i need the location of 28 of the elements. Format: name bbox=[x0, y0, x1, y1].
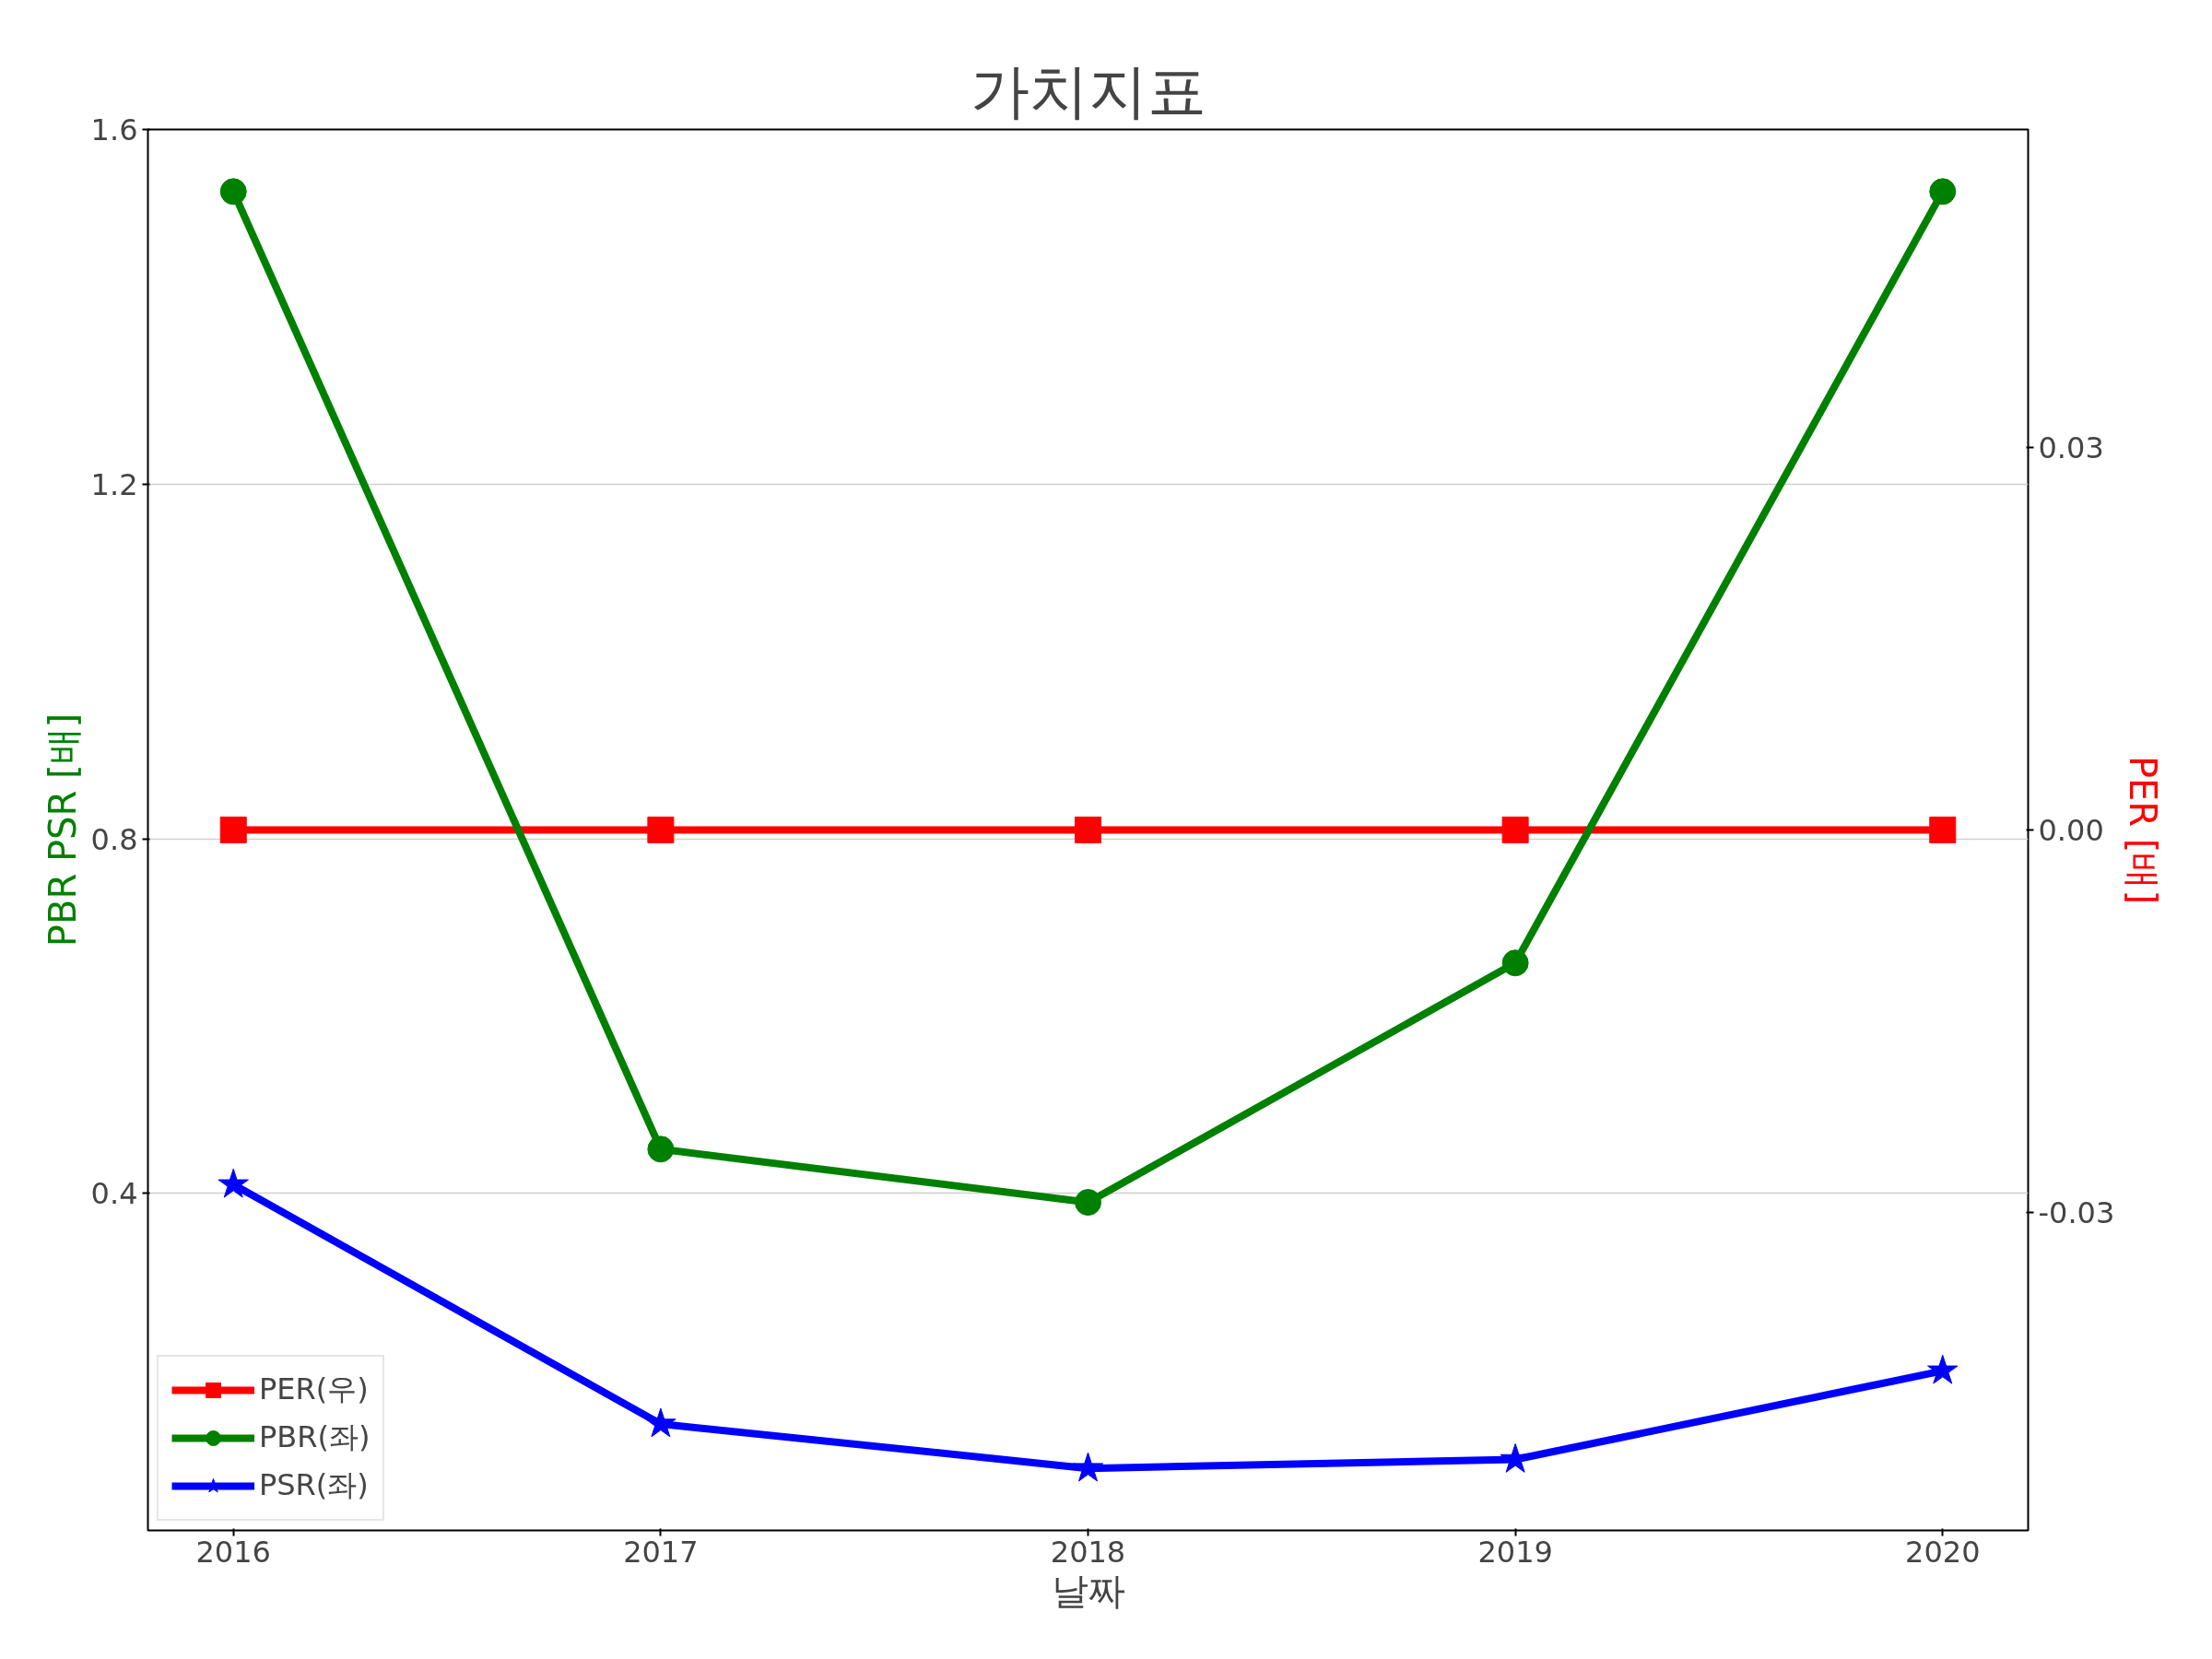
y2-tick-label: 0.00 bbox=[2038, 813, 2104, 848]
point bbox=[1072, 1452, 1104, 1482]
point bbox=[1927, 1354, 1959, 1384]
point bbox=[1075, 1189, 1101, 1217]
x-tick-label: 2020 bbox=[1905, 1534, 1981, 1570]
y2-tick-label: -0.03 bbox=[2038, 1194, 2115, 1230]
legend-label: PSR(좌) bbox=[259, 1466, 369, 1504]
x-tick-label: 2019 bbox=[1477, 1534, 1553, 1570]
y-tick-label: 0.4 bbox=[90, 1176, 138, 1212]
legend-label: PER(우) bbox=[259, 1371, 369, 1408]
y-tick-label: 1.2 bbox=[90, 466, 138, 502]
point bbox=[1929, 178, 1957, 206]
legend-label: PBR(좌) bbox=[259, 1418, 371, 1456]
x-tick-label: 2017 bbox=[623, 1534, 699, 1570]
point bbox=[647, 1135, 675, 1163]
y-tick-label: 1.6 bbox=[90, 112, 138, 147]
chart-title: 가치지표 bbox=[970, 56, 1206, 125]
x-tick-label: 2016 bbox=[195, 1534, 271, 1570]
y-tick-label: 0.8 bbox=[90, 821, 138, 857]
point bbox=[218, 1168, 249, 1198]
y-axis-title: PBR PSR [배] bbox=[41, 712, 84, 947]
y2-axis-title: PER [배] bbox=[2122, 755, 2165, 905]
x-axis-title: 날짜 bbox=[1051, 1569, 1125, 1612]
y2-tick-label: 0.03 bbox=[2038, 430, 2104, 466]
point bbox=[645, 1407, 677, 1438]
point bbox=[219, 178, 247, 206]
point bbox=[1501, 949, 1529, 977]
x-tick-label: 2018 bbox=[1050, 1534, 1126, 1570]
